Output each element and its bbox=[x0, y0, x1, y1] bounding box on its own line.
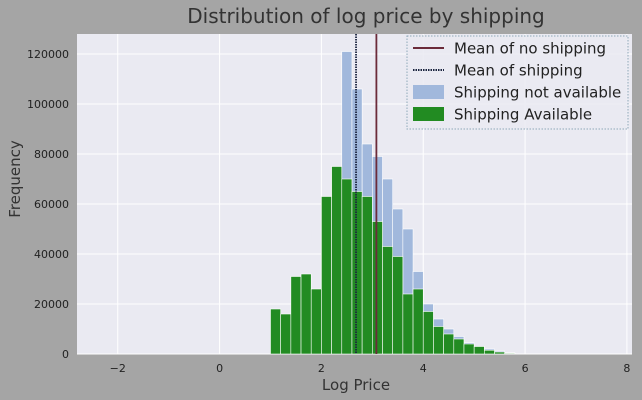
histogram-bar bbox=[362, 197, 372, 355]
histogram-bar bbox=[393, 257, 403, 355]
legend-label: Mean of no shipping bbox=[454, 40, 606, 58]
histogram-bar bbox=[321, 197, 331, 355]
legend: Mean of no shipping Mean of shipping Shipp… bbox=[407, 36, 628, 129]
legend-label: Shipping Available bbox=[454, 106, 592, 124]
chart-title: Distribution of log price by shipping bbox=[187, 4, 545, 28]
histogram-bar bbox=[403, 294, 413, 354]
legend-label: Shipping not available bbox=[454, 84, 621, 102]
x-axis-label: Log Price bbox=[322, 376, 390, 394]
y-tick-label: 20000 bbox=[34, 298, 69, 311]
y-tick-label: 40000 bbox=[34, 248, 69, 261]
y-tick-label: 60000 bbox=[34, 198, 69, 211]
histogram-bar bbox=[342, 179, 352, 354]
histogram-bar bbox=[505, 353, 515, 354]
histogram-bar bbox=[484, 350, 494, 354]
histogram-bar bbox=[281, 314, 291, 354]
histogram-bar bbox=[423, 312, 433, 355]
x-tick-label: 0 bbox=[216, 362, 223, 375]
y-tick-label: 120000 bbox=[27, 48, 69, 61]
histogram-bar bbox=[413, 289, 423, 354]
legend-shipping-available: Shipping Available bbox=[413, 106, 592, 124]
histogram-bar bbox=[474, 347, 484, 355]
x-tick-label: 6 bbox=[522, 362, 529, 375]
x-tick-label: 8 bbox=[623, 362, 630, 375]
x-tick-label: 4 bbox=[420, 362, 427, 375]
histogram-bar bbox=[352, 192, 362, 355]
y-tick-label: 0 bbox=[62, 348, 69, 361]
histogram-bar bbox=[311, 289, 321, 354]
x-tick-label: 2 bbox=[318, 362, 325, 375]
x-tick-label: −2 bbox=[110, 362, 126, 375]
histogram-bar bbox=[433, 327, 443, 355]
legend-label: Mean of shipping bbox=[454, 62, 583, 80]
legend-patch-swatch bbox=[413, 85, 444, 99]
histogram-bar bbox=[301, 274, 311, 354]
histogram-bar bbox=[291, 277, 301, 355]
histogram-bar bbox=[372, 222, 382, 355]
y-tick-label: 80000 bbox=[34, 148, 69, 161]
legend-patch-swatch bbox=[413, 107, 444, 121]
histogram-bar bbox=[270, 309, 280, 354]
histogram-bar bbox=[332, 167, 342, 355]
histogram-bar bbox=[464, 344, 474, 354]
histogram-bar bbox=[383, 247, 393, 355]
y-tick-label: 100000 bbox=[27, 98, 69, 111]
y-axis-label: Frequency bbox=[6, 140, 24, 218]
histogram-bar bbox=[444, 334, 454, 354]
histogram-bar bbox=[495, 352, 505, 354]
histogram-bar bbox=[454, 339, 464, 354]
